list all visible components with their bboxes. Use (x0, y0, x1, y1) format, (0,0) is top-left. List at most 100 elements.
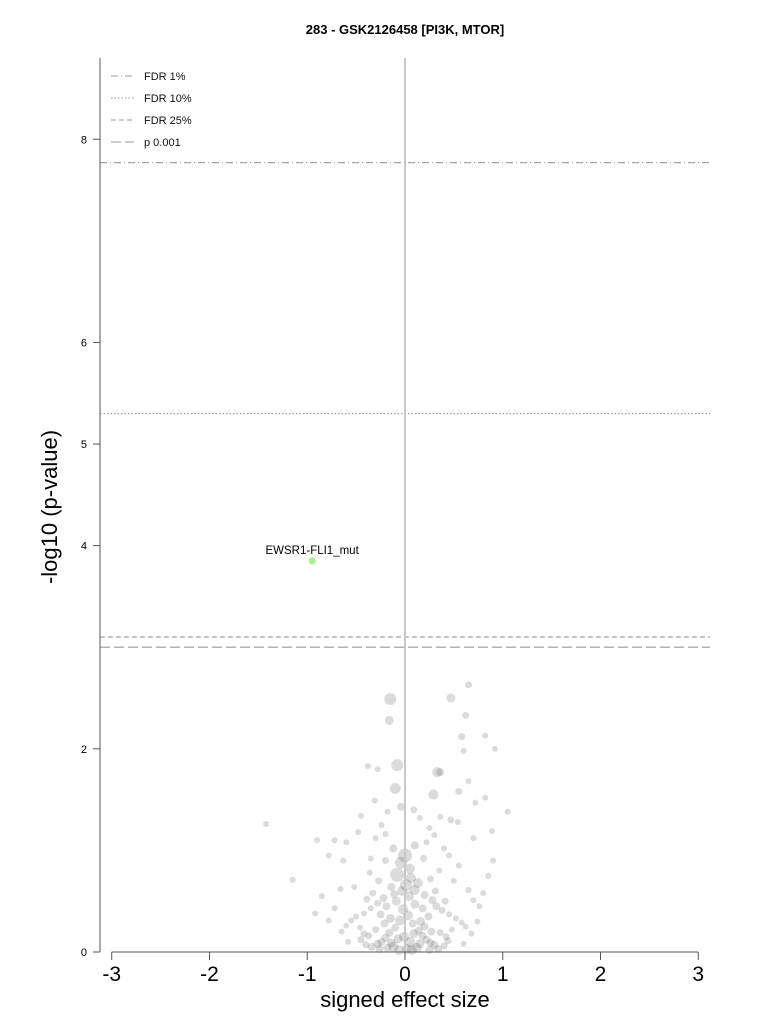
point-10 (364, 763, 371, 770)
point-106 (357, 924, 364, 931)
point-110 (376, 910, 385, 919)
point-90 (426, 938, 435, 947)
point-148 (375, 877, 383, 885)
point-88 (422, 935, 431, 944)
point-67 (462, 923, 469, 930)
point-21 (397, 802, 406, 811)
point-138 (474, 918, 481, 925)
point-25 (384, 808, 391, 815)
point-99 (434, 944, 443, 953)
point-29 (454, 818, 461, 825)
point-152 (381, 857, 389, 865)
point-105 (448, 926, 455, 933)
point-123 (372, 926, 380, 934)
point-81 (395, 915, 406, 926)
point-101 (440, 942, 448, 950)
point-128 (404, 936, 415, 947)
point-140 (489, 857, 496, 864)
axes (99, 58, 699, 953)
point-150 (366, 869, 373, 876)
point-72 (480, 890, 487, 897)
point-92 (430, 940, 439, 949)
x-tick-label: -3 (102, 963, 121, 986)
y-tick-label: 4 (81, 541, 87, 553)
point-54 (379, 894, 388, 903)
point-86 (418, 931, 427, 940)
point-125 (365, 932, 373, 940)
point-69 (465, 887, 472, 894)
point-77 (455, 862, 462, 869)
point-144 (369, 889, 377, 897)
point-111 (410, 899, 420, 909)
point-9 (391, 759, 404, 772)
point-115 (403, 891, 414, 902)
x-tick-label: 0 (399, 963, 411, 986)
y-axis-label: -log10 (p-value) (37, 430, 62, 584)
point-76 (351, 883, 358, 890)
point-5 (458, 733, 466, 741)
point-82 (408, 919, 417, 928)
point-135 (345, 938, 352, 945)
point-87 (381, 933, 390, 942)
highlighted-point (308, 557, 316, 565)
point-53 (420, 891, 429, 900)
point-96 (394, 944, 405, 955)
point-38 (325, 852, 332, 859)
x-tick-label: 2 (595, 963, 607, 986)
point-132 (425, 945, 434, 954)
point-12 (432, 767, 443, 778)
point-153 (410, 841, 419, 850)
point-71 (476, 903, 483, 910)
point-68 (450, 877, 457, 884)
point-34 (263, 820, 270, 827)
legend-label: FDR 10% (144, 93, 192, 105)
point-18 (482, 794, 489, 801)
y-tick-label: 5 (81, 439, 87, 451)
point-17 (465, 778, 472, 785)
point-104 (360, 930, 368, 938)
point-46 (404, 863, 415, 874)
point-24 (371, 797, 378, 804)
point-56 (374, 899, 382, 907)
point-22 (410, 806, 418, 814)
point-73 (337, 886, 344, 893)
point-147 (426, 875, 434, 883)
point-118 (409, 929, 419, 939)
point-48 (405, 872, 416, 883)
point-93 (388, 941, 399, 952)
legend: FDR 1% FDR 10% FDR 25% p 0.001 (111, 71, 192, 149)
point-23 (447, 816, 455, 824)
point-49 (412, 877, 423, 888)
point-157 (426, 825, 433, 832)
point-156 (372, 835, 379, 842)
point-120 (420, 922, 429, 931)
point-61 (445, 911, 452, 918)
point-102 (362, 941, 370, 949)
point-11 (374, 766, 381, 773)
point-75 (325, 917, 332, 924)
point-27 (416, 814, 423, 821)
point-35 (331, 837, 338, 844)
point-50 (387, 882, 396, 891)
x-tick-label: 1 (497, 963, 509, 986)
point-151 (420, 855, 428, 863)
point-122 (427, 927, 436, 936)
point-7 (491, 745, 498, 752)
point-37 (343, 839, 350, 846)
point-55 (428, 896, 437, 905)
point-47 (390, 867, 405, 882)
point-51 (409, 885, 420, 896)
point-15 (428, 789, 439, 800)
y-axis-ticks: 0 2 4 5 6 8 (81, 134, 100, 959)
point-60 (360, 910, 367, 917)
legend-label: FDR 25% (144, 115, 192, 127)
point-109 (424, 912, 433, 921)
x-tick-label: 3 (692, 963, 704, 986)
point-89 (377, 937, 386, 946)
y-tick-label: 2 (81, 744, 87, 756)
point-42 (423, 839, 430, 846)
point-108 (385, 913, 395, 923)
point-2 (446, 693, 456, 703)
chart-title: 283 - GSK2126458 [PI3K, MTOR] (306, 22, 504, 37)
